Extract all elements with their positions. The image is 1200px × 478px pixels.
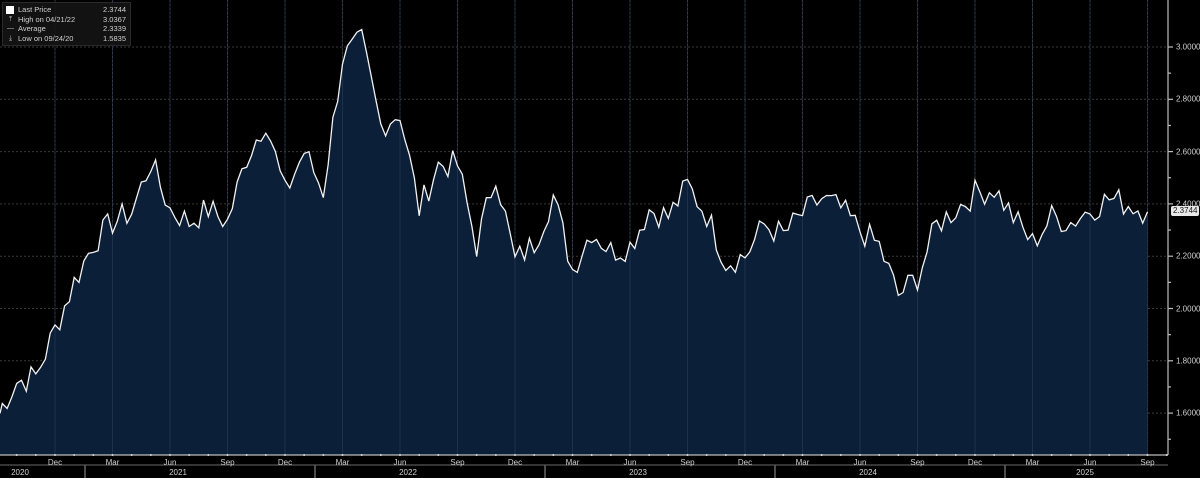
x-tick-label: Sep [1140, 458, 1155, 467]
x-tick-label: Jun [853, 458, 867, 467]
x-tick-label: Jun [393, 458, 407, 467]
chart-legend: Last Price 2.3744 ⤒ High on 04/21/22 3.0… [2, 2, 131, 46]
y-tick-label: 2.8000 [1176, 94, 1200, 104]
x-tick-label: Sep [680, 458, 695, 467]
x-year-label: 2025 [1076, 468, 1094, 477]
x-tick-label: Jun [1083, 458, 1097, 467]
legend-average: — Average 2.3339 [7, 24, 126, 33]
x-tick-label: Mar [335, 458, 350, 467]
y-tick-label: 3.0000 [1176, 42, 1200, 52]
x-tick-label: Dec [967, 458, 983, 467]
legend-low: ⤓ Low on 09/24/20 1.5835 [6, 34, 126, 44]
x-tick-label: Dec [47, 458, 63, 467]
x-year-label: 2021 [169, 468, 187, 477]
x-tick-label: Mar [795, 458, 810, 467]
last-price-tag: 2.3744 [1171, 206, 1200, 216]
price-line [0, 28, 1149, 414]
x-tick-label: Jun [163, 458, 177, 467]
y-tick-label: 2.2000 [1176, 251, 1200, 261]
x-tick-label: Sep [910, 458, 925, 467]
x-tick-label: Sep [220, 458, 235, 467]
average-line-icon: — [7, 25, 14, 32]
y-tick-label: 2.6000 [1176, 147, 1200, 157]
x-tick-label: Jun [623, 458, 637, 467]
legend-high: ⤒ High on 04/21/22 3.0367 [6, 15, 126, 25]
x-tick-label: Mar [565, 458, 580, 467]
y-tick-label: 2.0000 [1176, 304, 1200, 313]
x-tick-label: Dec [507, 458, 523, 467]
axes [0, 0, 1173, 478]
x-tick-label: Mar [1025, 458, 1040, 467]
x-year-label: 2020 [11, 468, 29, 477]
x-year-label: 2023 [629, 468, 647, 477]
price-area-fill [0, 29, 1148, 455]
y-tick-label: 1.8000 [1176, 356, 1200, 366]
y-tick-label: 2.4000 [1176, 199, 1200, 209]
y-tick-label: 1.6000 [1176, 408, 1200, 418]
x-tick-label: Dec [737, 458, 753, 467]
x-year-label: 2022 [399, 468, 417, 477]
square-icon [6, 5, 14, 14]
low-marker-icon: ⤓ [8, 34, 13, 42]
x-tick-label: Sep [450, 458, 465, 467]
x-tick-label: Dec [277, 458, 293, 467]
x-tick-label: Mar [105, 458, 120, 467]
high-marker-icon: ⤒ [8, 15, 13, 23]
legend-last-price: Last Price 2.3744 [6, 5, 126, 15]
x-year-label: 2024 [859, 468, 877, 477]
vertical-grid-over-fill [54, 0, 1148, 455]
